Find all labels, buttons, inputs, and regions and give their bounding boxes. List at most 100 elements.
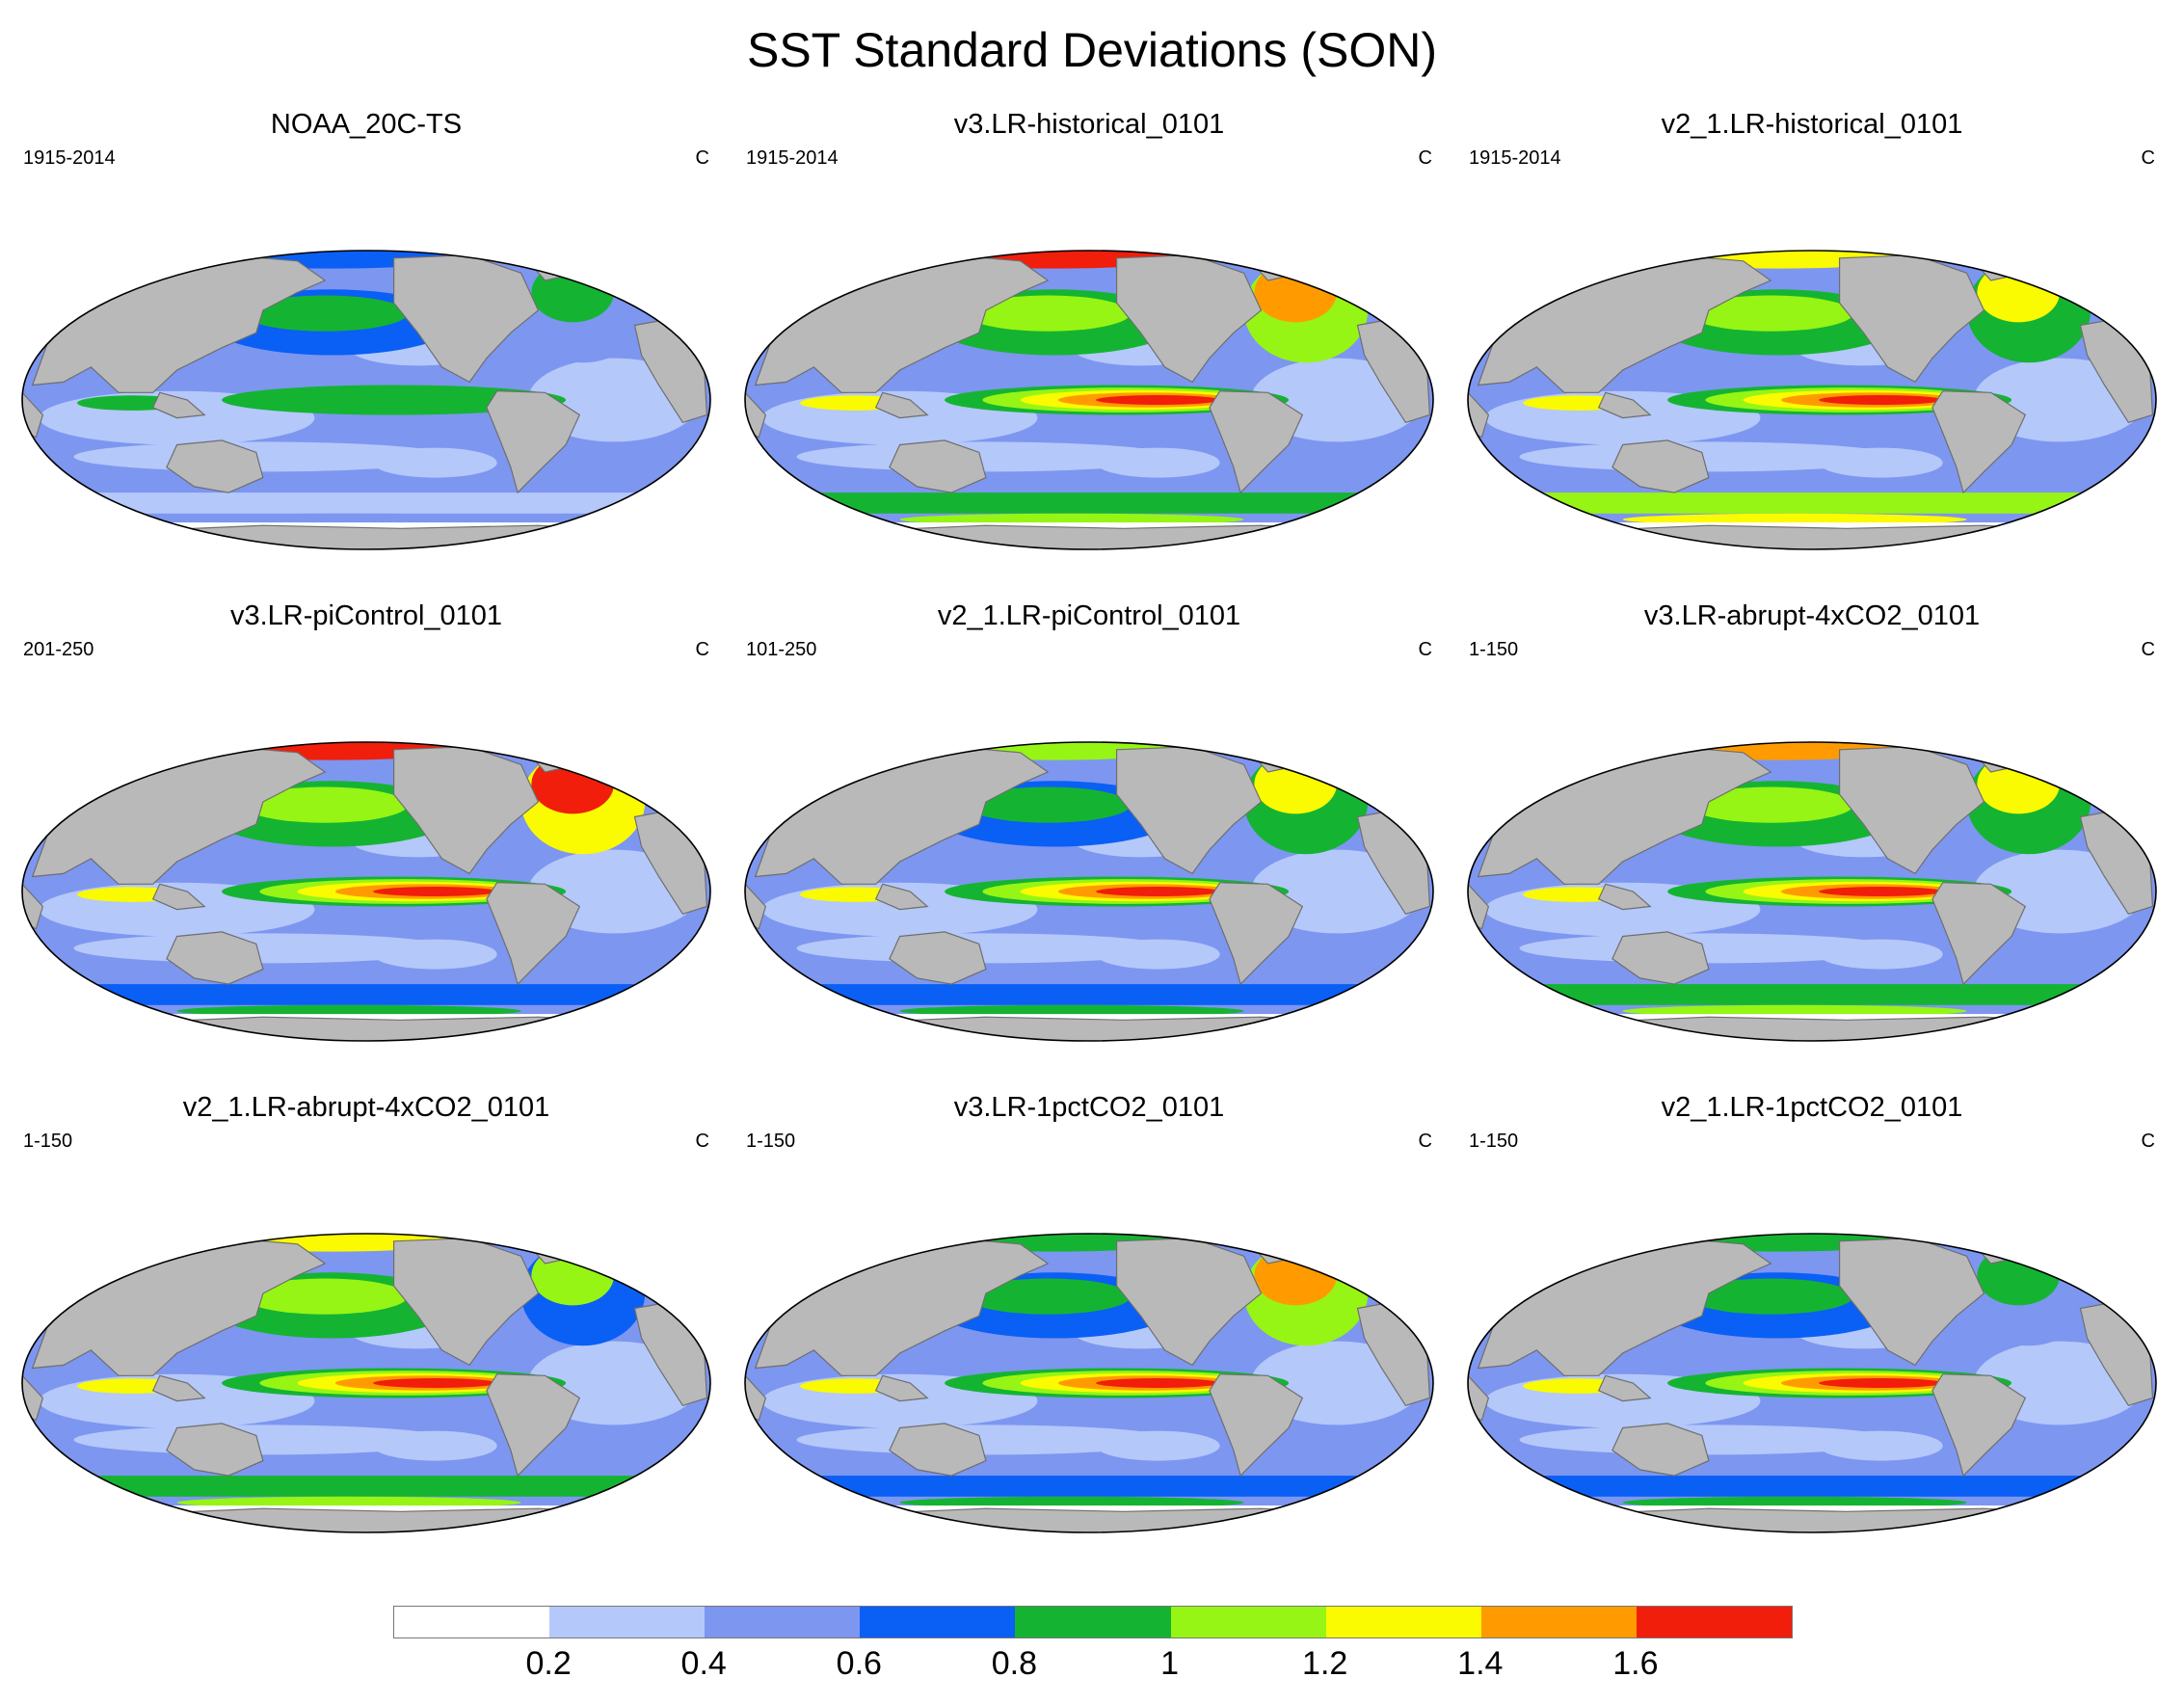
panel-units: C bbox=[1418, 639, 1432, 660]
south-america-land bbox=[1209, 1373, 1304, 1478]
panel-units: C bbox=[695, 639, 709, 660]
map-panel: v2_1.LR-1pctCO2_0101 1-150 C bbox=[1455, 1091, 2169, 1573]
panel-title: v2_1.LR-historical_0101 bbox=[1661, 109, 1963, 140]
map-border bbox=[1467, 1233, 2157, 1533]
panel-period: 1-150 bbox=[23, 1131, 73, 1152]
map-border bbox=[21, 1233, 711, 1533]
australia-land bbox=[889, 1423, 987, 1477]
southern-ocean-band bbox=[1468, 493, 2156, 514]
colorbar: 0.2 0.4 0.6 0.8 1 1.2 1.4 1.6 bbox=[386, 1600, 1798, 1696]
australia-land bbox=[166, 1423, 264, 1477]
australia-land bbox=[889, 931, 987, 985]
antarctica-land bbox=[847, 1507, 1347, 1532]
map-panel: v2_1.LR-piControl_0101 101-250 C bbox=[732, 599, 1446, 1081]
panel-period: 1-150 bbox=[1469, 639, 1519, 660]
southern-ocean-band bbox=[176, 1004, 521, 1018]
subtropical-band bbox=[1819, 447, 1943, 478]
panel-period: 1915-2014 bbox=[1469, 147, 1561, 169]
subtropical-band bbox=[1819, 1430, 1943, 1461]
enso-tongue bbox=[373, 1378, 497, 1388]
panel-period: 1-150 bbox=[1469, 1131, 1519, 1152]
southern-ocean-band bbox=[176, 513, 521, 526]
colorbar-box bbox=[1325, 1607, 1481, 1637]
southern-ocean-band bbox=[22, 984, 710, 1005]
southern-ocean-band bbox=[745, 984, 1433, 1005]
enso-tongue bbox=[373, 887, 497, 896]
australia-land bbox=[166, 931, 264, 985]
colorbar-tick-label: 1.2 bbox=[1302, 1645, 1348, 1682]
maritime-continent-land bbox=[874, 391, 929, 419]
colorbar-tick-label: 0.4 bbox=[680, 1645, 727, 1682]
southern-ocean-band bbox=[1622, 1496, 1967, 1509]
colorbar-tick-label: 0.6 bbox=[836, 1645, 882, 1682]
colorbar-box bbox=[394, 1607, 550, 1637]
south-america-land bbox=[1931, 1373, 2027, 1478]
robinson-map bbox=[1467, 250, 2157, 550]
robinson-map bbox=[21, 741, 711, 1042]
maritime-continent-land bbox=[874, 883, 929, 911]
map-panel: v3.LR-abrupt-4xCO2_0101 1-150 C bbox=[1455, 599, 2169, 1081]
maritime-continent-land bbox=[151, 1374, 206, 1402]
north-pacific-region bbox=[242, 1278, 408, 1315]
robinson-map bbox=[1467, 741, 2157, 1042]
panel-period: 201-250 bbox=[23, 639, 94, 660]
colorbar-box bbox=[1170, 1607, 1326, 1637]
panel-units: C bbox=[1418, 1131, 1432, 1152]
map-border bbox=[21, 741, 711, 1042]
panel-units: C bbox=[2141, 1131, 2155, 1152]
north-pacific-region bbox=[965, 786, 1131, 823]
north-pacific-region bbox=[1688, 1278, 1853, 1315]
panel-units: C bbox=[2141, 639, 2155, 660]
panel-title: v3.LR-abrupt-4xCO2_0101 bbox=[1643, 600, 1981, 631]
panel-units: C bbox=[695, 147, 709, 169]
subtropical-band bbox=[1096, 939, 1220, 970]
subtropical-band bbox=[373, 447, 497, 478]
enso-tongue bbox=[1096, 395, 1220, 405]
maritime-continent-land bbox=[1597, 883, 1652, 911]
maritime-continent-land bbox=[874, 1374, 929, 1402]
antarctica-land bbox=[1570, 524, 2070, 549]
south-america-land bbox=[1931, 882, 2027, 986]
panel-units: C bbox=[695, 1131, 709, 1152]
colorbar-tick-label: 0.2 bbox=[525, 1645, 572, 1682]
enso-tongue bbox=[1819, 1378, 1943, 1388]
north-america-land bbox=[1839, 1238, 1985, 1367]
southern-ocean-band bbox=[899, 1496, 1244, 1509]
south-america-land bbox=[486, 1373, 581, 1478]
panel-period: 101-250 bbox=[746, 639, 817, 660]
enso-tongue bbox=[373, 395, 497, 405]
panel-title: v3.LR-historical_0101 bbox=[953, 109, 1225, 140]
north-america-land bbox=[1116, 1238, 1263, 1367]
australia-land bbox=[1611, 931, 1710, 985]
panel-units: C bbox=[1418, 147, 1432, 169]
colorbar-box bbox=[1636, 1607, 1792, 1637]
australia-land bbox=[889, 439, 987, 493]
colorbar-tick-label: 1.6 bbox=[1612, 1645, 1659, 1682]
map-border bbox=[744, 250, 1434, 550]
map-border bbox=[744, 741, 1434, 1042]
north-america-land bbox=[393, 254, 540, 384]
colorbar-tick-label: 1 bbox=[1160, 1645, 1180, 1682]
map-panel: v3.LR-historical_0101 1915-2014 C bbox=[732, 108, 1446, 590]
north-america-land bbox=[1116, 746, 1263, 875]
southern-ocean-band bbox=[1622, 1004, 1967, 1018]
colorbar-box bbox=[860, 1607, 1016, 1637]
southern-ocean-band bbox=[1468, 1476, 2156, 1497]
map-border bbox=[21, 250, 711, 550]
map-panel: v3.LR-1pctCO2_0101 1-150 C bbox=[732, 1091, 1446, 1573]
colorbar-box bbox=[705, 1607, 861, 1637]
southern-ocean-band bbox=[745, 493, 1433, 514]
map-panel: v3.LR-piControl_0101 201-250 C bbox=[10, 599, 723, 1081]
southern-ocean-band bbox=[899, 513, 1244, 526]
colorbar-boxes bbox=[393, 1606, 1793, 1638]
enso-tongue bbox=[1096, 1378, 1220, 1388]
north-america-land bbox=[1839, 746, 1985, 875]
north-pacific-region bbox=[965, 1278, 1131, 1315]
panel-title: v3.LR-1pctCO2_0101 bbox=[953, 1092, 1225, 1123]
subtropical-band bbox=[1096, 1430, 1220, 1461]
subtropical-band bbox=[373, 1430, 497, 1461]
map-border bbox=[1467, 741, 2157, 1042]
southern-ocean-band bbox=[1468, 984, 2156, 1005]
southern-ocean-band bbox=[899, 1004, 1244, 1018]
antarctica-land bbox=[1570, 1016, 2070, 1041]
